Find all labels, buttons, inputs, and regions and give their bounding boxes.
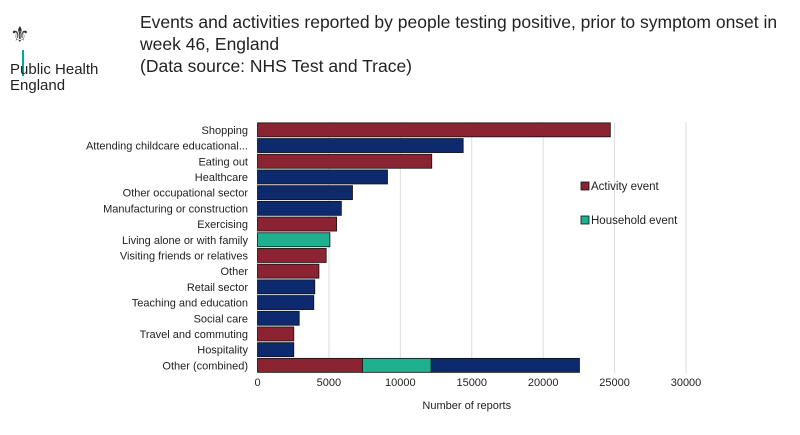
bar-household-event — [257, 232, 331, 248]
category-label: Other occupational sector — [123, 188, 249, 200]
bar-activity-event — [257, 357, 363, 373]
bar-activity-event — [257, 216, 338, 232]
organisation-name: Public Health England — [10, 61, 99, 94]
bar-other-event — [257, 138, 464, 153]
bar-other-event — [257, 295, 315, 310]
logo-stripe — [22, 50, 24, 76]
category-label: Visiting friends or relatives — [120, 250, 249, 262]
category-label: Social care — [194, 313, 248, 325]
chart-title: Events and activities reported by people… — [140, 12, 778, 76]
x-axis-label: Number of reports — [422, 400, 511, 412]
x-tick-label: 0 — [254, 377, 260, 389]
category-label: Travel and commuting — [140, 329, 248, 341]
legend-swatch — [580, 215, 590, 225]
bar-activity-event — [257, 153, 433, 169]
legend-label: Household event — [591, 215, 678, 227]
bar-activity-event — [257, 263, 320, 279]
bar-activity-event — [257, 326, 295, 342]
x-tick-label: 10000 — [385, 377, 416, 389]
bar-other-event — [257, 169, 388, 185]
category-label: Eating out — [198, 156, 248, 168]
category-label: Attending childcare educational... — [86, 141, 248, 153]
x-tick-label: 25000 — [599, 377, 630, 389]
x-tick-label: 15000 — [456, 377, 487, 389]
category-label: Living alone or with family — [122, 235, 248, 247]
category-label: Healthcare — [195, 172, 248, 184]
bar-activity-event — [257, 248, 327, 263]
bar-activity-event — [257, 122, 611, 138]
x-tick-label: 30000 — [671, 377, 702, 389]
legend-label: Activity event — [591, 181, 660, 193]
royal-crest-icon: ⚜ — [10, 22, 30, 47]
category-label: Manufacturing or construction — [103, 203, 248, 215]
bar-other-event — [257, 200, 342, 216]
category-label: Exercising — [197, 219, 248, 231]
category-label: Shopping — [202, 125, 249, 137]
bar-other-event — [430, 357, 580, 373]
category-label: Other — [220, 266, 248, 278]
bar-other-event — [257, 185, 353, 201]
bar-household-event — [362, 357, 432, 373]
x-tick-label: 20000 — [528, 377, 559, 389]
legend-swatch — [580, 181, 590, 191]
category-label: Hospitality — [197, 345, 248, 357]
bar-other-event — [257, 279, 316, 295]
x-tick-label: 5000 — [317, 377, 341, 389]
bar-other-event — [257, 310, 300, 326]
category-label: Other (combined) — [162, 360, 248, 372]
bar-other-event — [257, 342, 295, 358]
category-label: Teaching and education — [132, 298, 248, 310]
category-label: Retail sector — [187, 282, 248, 294]
